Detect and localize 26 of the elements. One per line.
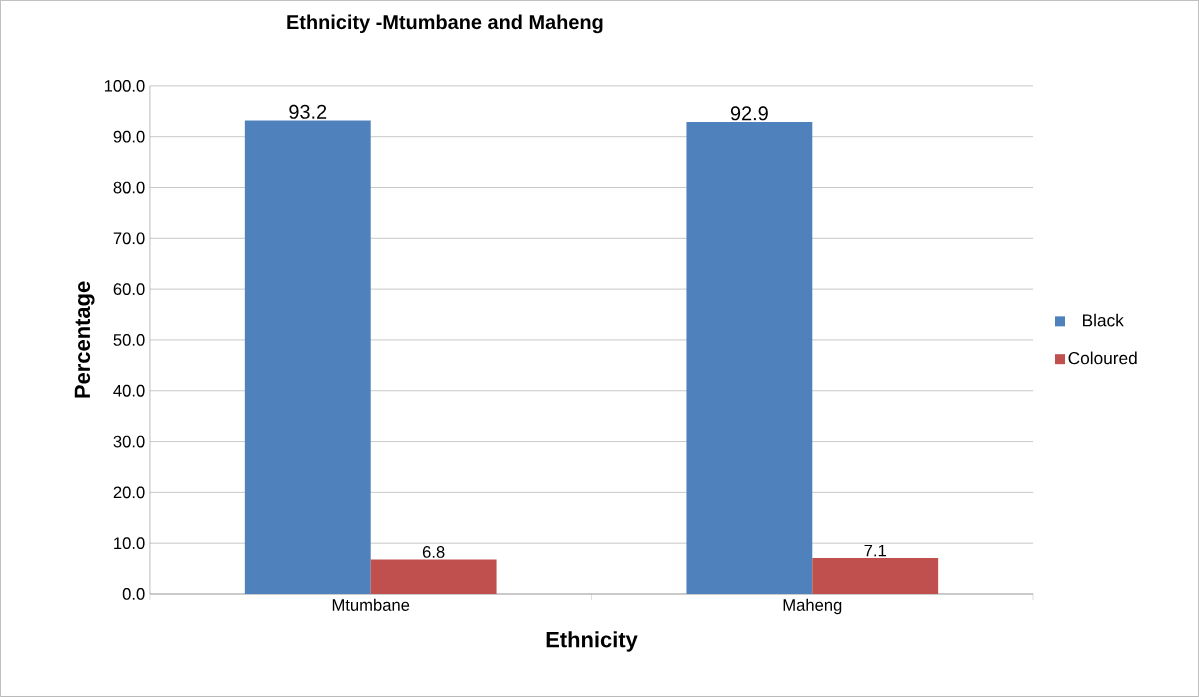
y-tick-label: 40.0 — [113, 384, 145, 397]
bar — [686, 122, 813, 595]
y-tick-label: 70.0 — [113, 232, 145, 245]
legend-label: Coloured — [1068, 351, 1137, 365]
y-tick-label: 0.0 — [122, 588, 145, 600]
x-axis-title: Ethnicity — [546, 631, 638, 652]
y-tick-label: 30.0 — [113, 435, 145, 448]
y-tick-label: 10.0 — [114, 537, 145, 550]
bar — [812, 557, 939, 595]
chart-title: Ethnicity -Mtumbane and Maheng — [287, 14, 603, 34]
y-tick-label: 20.0 — [113, 486, 145, 499]
y-tick-label: 100.0 — [104, 80, 145, 92]
y-tick-label: 60.0 — [113, 283, 145, 296]
data-label: 6.8 — [422, 546, 445, 558]
x-tick-label: Maheng — [783, 598, 842, 615]
y-axis-title: Percentage — [74, 281, 95, 398]
data-label: 7.1 — [864, 544, 886, 557]
bar — [244, 120, 371, 595]
y-tick-label: 90.0 — [113, 130, 145, 143]
bar — [370, 559, 497, 595]
x-tick-label: Mtumbane — [332, 598, 410, 611]
y-tick-label: 80.0 — [113, 181, 145, 194]
legend-label: Black — [1083, 313, 1124, 327]
y-tick-label: 50.0 — [113, 334, 145, 346]
data-label: 92.9 — [730, 106, 768, 121]
data-label: 93.2 — [289, 104, 327, 119]
